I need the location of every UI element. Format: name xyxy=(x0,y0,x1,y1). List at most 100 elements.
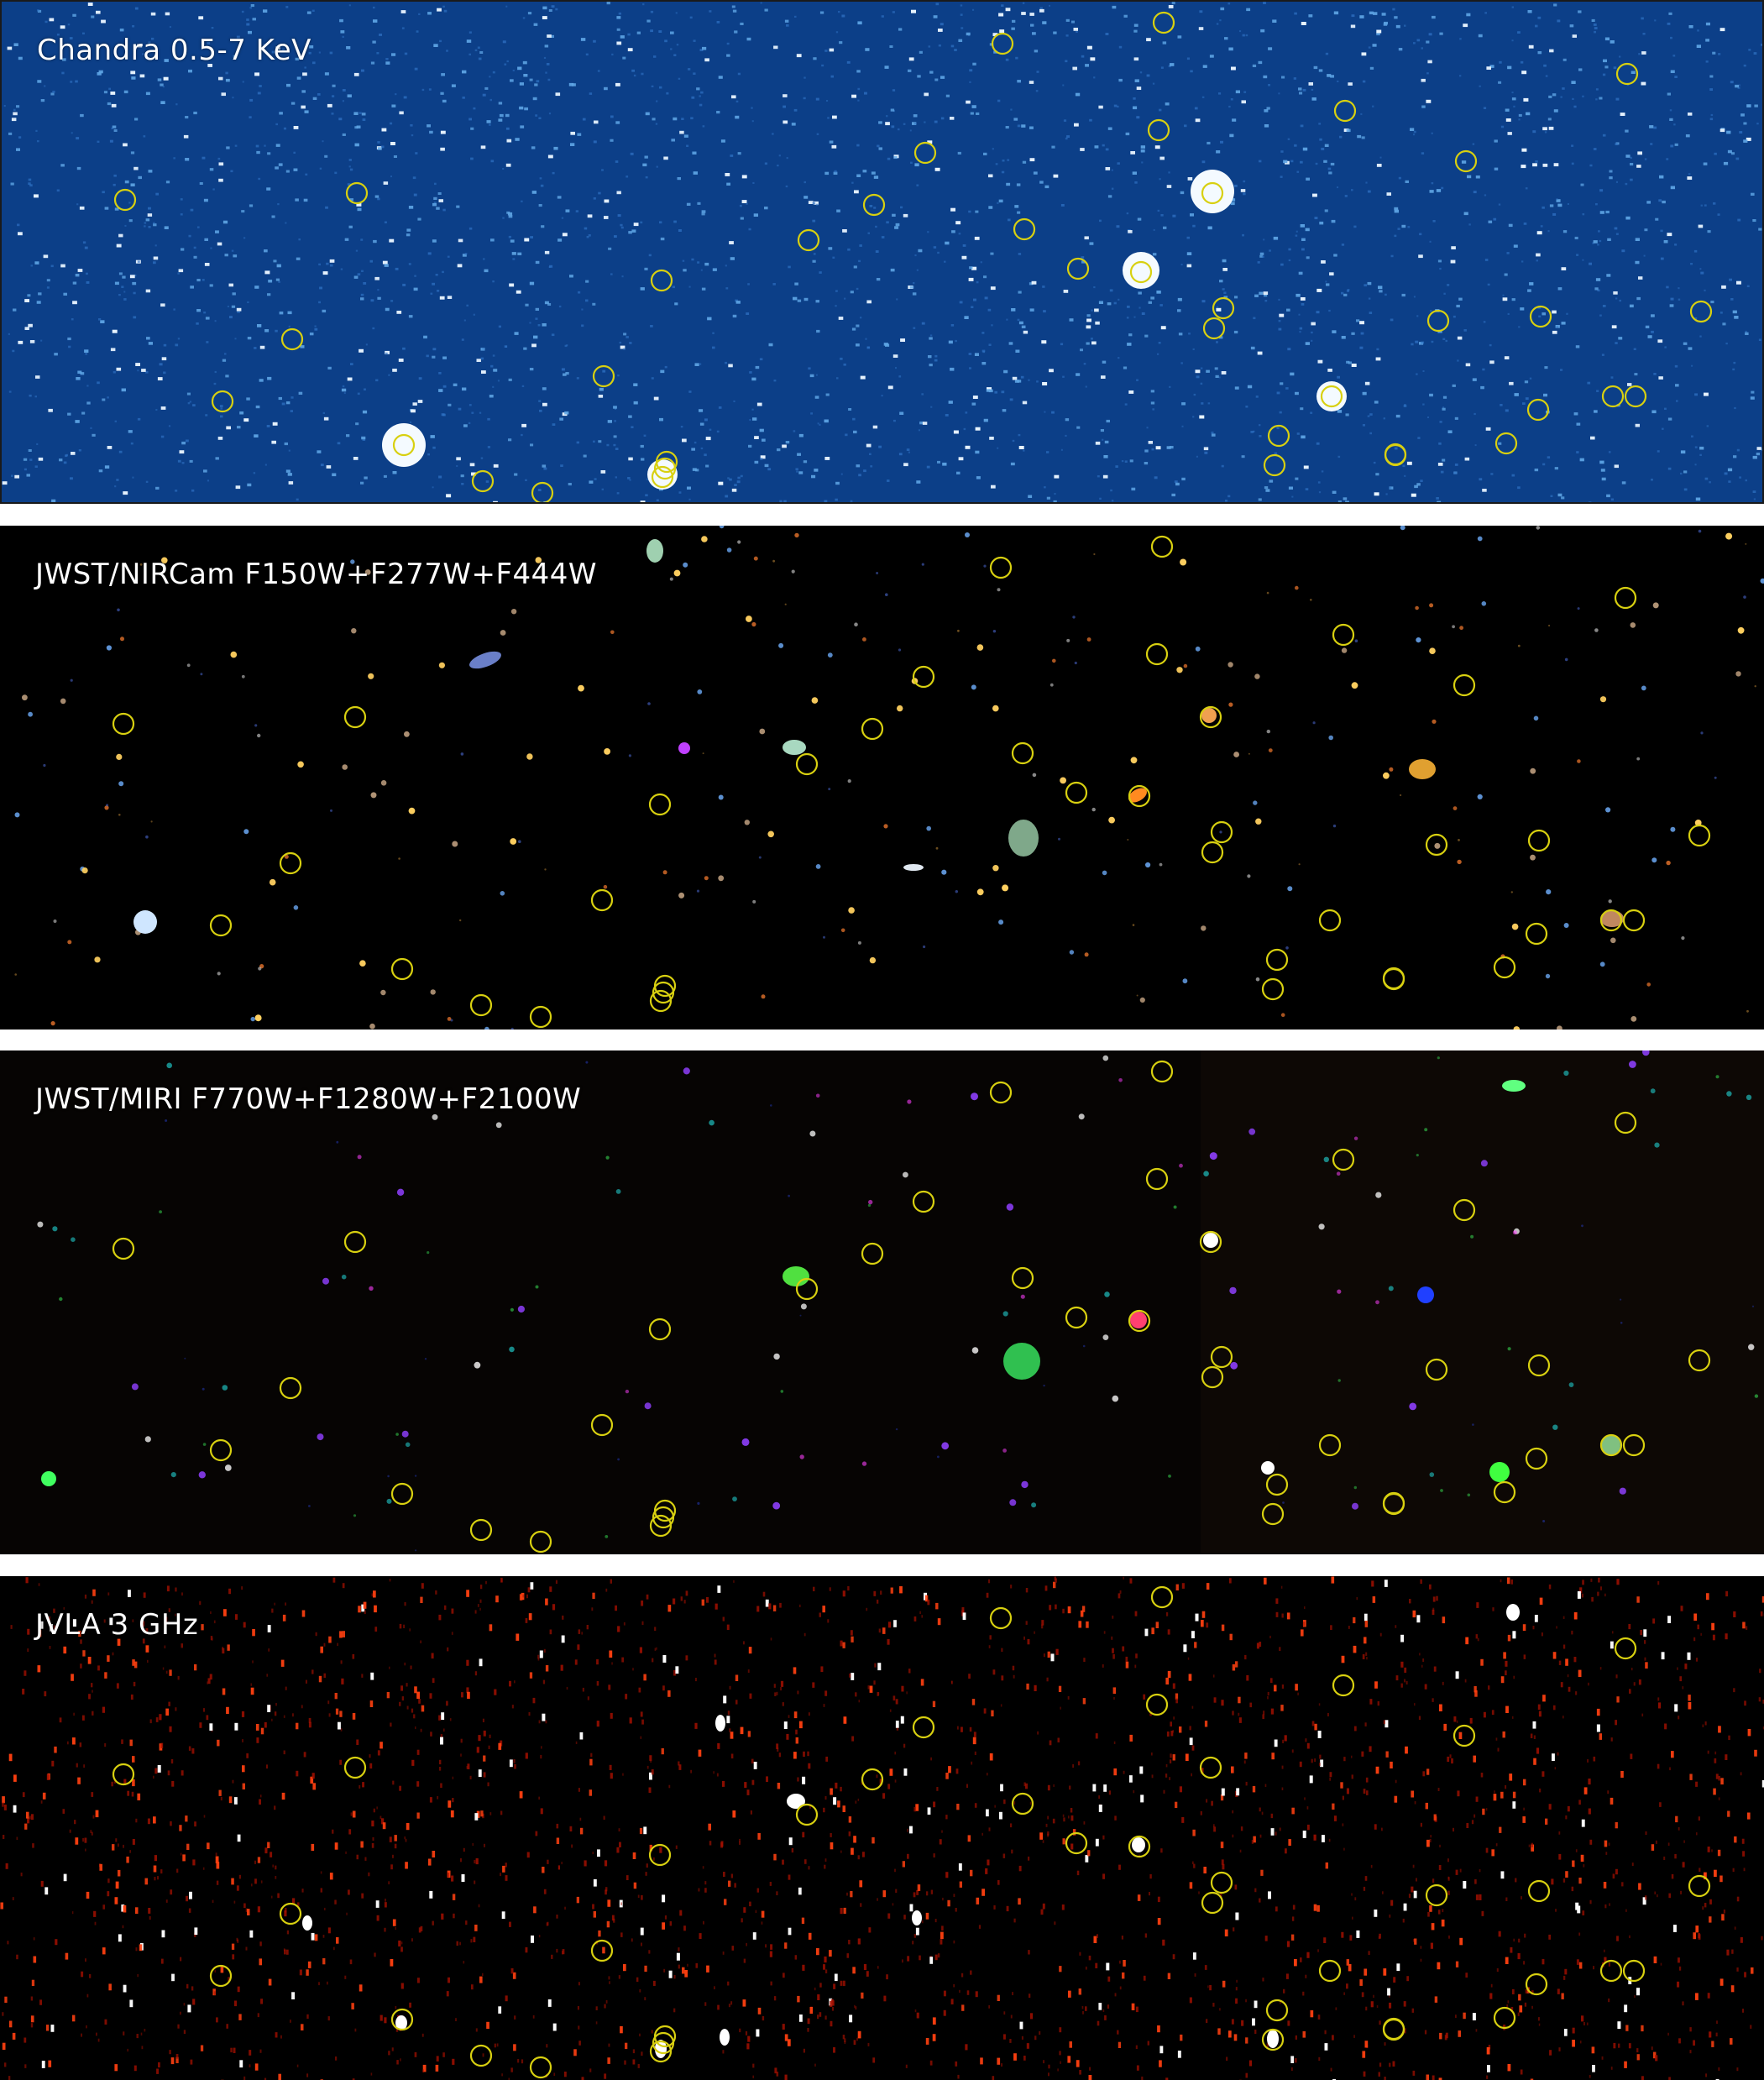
source-marker-circle xyxy=(1199,1756,1222,1779)
source-marker-circle xyxy=(1065,1306,1088,1329)
galaxy xyxy=(1008,820,1039,857)
source-marker-circle xyxy=(1624,385,1647,408)
source-marker-circle xyxy=(652,2031,675,2055)
miri-bright-objects xyxy=(41,1080,1620,1486)
source-marker-circle xyxy=(590,1939,614,1962)
jvla-panel: JVLA 3 GHz xyxy=(0,1576,1764,2080)
source-marker-circle xyxy=(209,914,233,937)
source-marker-circle xyxy=(861,1768,884,1791)
galaxy xyxy=(1203,1233,1218,1248)
chandra-panel: Chandra 0.5-7 KeV xyxy=(0,0,1764,504)
source-marker-circle xyxy=(209,1438,233,1462)
source-marker-circle xyxy=(1382,967,1405,991)
source-marker-circle xyxy=(989,556,1013,579)
source-marker-circle xyxy=(861,717,884,741)
source-marker-circle xyxy=(1011,1266,1034,1290)
galaxy xyxy=(469,651,501,669)
source-marker-circle xyxy=(1065,1831,1088,1855)
source-marker-circle xyxy=(1011,741,1034,765)
source-marker-circle xyxy=(861,1242,884,1265)
source-marker-circle xyxy=(343,1756,367,1779)
source-marker-circle xyxy=(1212,296,1235,320)
xray-noise-field xyxy=(2,2,1762,502)
galaxy xyxy=(41,1471,56,1486)
source-marker-circle xyxy=(1263,453,1286,477)
panel-label: Chandra 0.5-7 KeV xyxy=(37,34,311,67)
radio-source xyxy=(302,1915,312,1931)
nircam-panel: JWST/NIRCam F150W+F277W+F444W xyxy=(0,526,1764,1030)
source-marker-circle xyxy=(862,193,886,217)
source-marker-circle xyxy=(1210,1871,1233,1894)
source-marker-circle xyxy=(1453,1724,1476,1747)
source-marker-circle xyxy=(1201,181,1224,205)
radio-source xyxy=(720,2029,730,2046)
source-marker-circle xyxy=(650,269,673,292)
miri-panel: JWST/MIRI F770W+F1280W+F2100W xyxy=(0,1050,1764,1554)
source-marker-circle xyxy=(649,989,673,1013)
source-marker-circle xyxy=(469,2044,493,2067)
source-marker-circle xyxy=(1601,385,1625,408)
radio-source xyxy=(912,1910,922,1925)
radio-source xyxy=(395,2015,407,2030)
source-marker-circle xyxy=(1425,1884,1448,1907)
chandra-xray-image xyxy=(2,2,1762,502)
source-marker-circle xyxy=(1382,1492,1405,1516)
source-marker-circle xyxy=(392,433,416,457)
source-marker-circle xyxy=(390,957,414,981)
source-markers xyxy=(112,1060,1711,1553)
source-marker-circle xyxy=(912,665,935,689)
source-marker-circle xyxy=(1318,1433,1342,1457)
source-marker-circle xyxy=(1493,2006,1516,2030)
source-marker-circle xyxy=(1614,1637,1637,1660)
source-marker-circle xyxy=(1066,257,1090,280)
source-marker-circle xyxy=(1688,1874,1711,1898)
source-marker-circle xyxy=(991,32,1014,55)
xray-source xyxy=(1191,170,1234,213)
galaxy-field xyxy=(14,526,1764,1030)
source-marker-circle xyxy=(112,1237,135,1260)
source-marker-circle xyxy=(1599,909,1623,932)
source-marker-circle xyxy=(1265,948,1289,972)
source-marker-circle xyxy=(1384,443,1407,467)
source-marker-circle xyxy=(1454,149,1478,173)
source-marker-circle xyxy=(1529,305,1552,328)
source-marker-circle xyxy=(1527,1879,1551,1903)
radio-source xyxy=(715,1715,725,1732)
source-marker-circle xyxy=(529,1005,552,1029)
nircam-bright-objects xyxy=(133,539,1624,934)
radio-source xyxy=(1267,2030,1279,2048)
xray-bright-sources xyxy=(382,170,1347,490)
source-marker-circle xyxy=(1493,956,1516,979)
source-marker-circle xyxy=(1318,1959,1342,1983)
source-markers xyxy=(112,1585,1711,2079)
source-marker-circle xyxy=(279,1376,302,1400)
source-marker-circle xyxy=(590,888,614,912)
galaxy xyxy=(1409,759,1436,779)
source-marker-circle xyxy=(652,981,675,1004)
source-marker-circle xyxy=(529,2056,552,2079)
galaxy xyxy=(1130,1312,1147,1328)
source-marker-circle xyxy=(113,188,137,212)
source-marker-circle xyxy=(1688,1349,1711,1372)
miri-image xyxy=(0,1050,1764,1554)
galaxy xyxy=(783,740,806,755)
source-marker-circle xyxy=(471,469,495,493)
source-markers xyxy=(112,535,1711,1029)
source-marker-circle xyxy=(1202,317,1226,340)
galaxy xyxy=(1261,1461,1275,1475)
galaxy xyxy=(1003,1343,1040,1380)
source-marker-circle xyxy=(649,1514,673,1538)
source-marker-circle xyxy=(648,1843,672,1867)
source-marker-circle xyxy=(1599,1959,1623,1983)
source-marker-circle xyxy=(211,390,234,413)
source-marker-circle xyxy=(912,1190,935,1213)
source-marker-circle xyxy=(797,228,820,252)
source-marker-circle xyxy=(529,1530,552,1553)
source-marker-circle xyxy=(112,712,135,736)
source-marker-circle xyxy=(1526,398,1550,422)
galaxy xyxy=(1600,910,1624,927)
source-marker-circle xyxy=(1150,1585,1174,1609)
source-marker-circle xyxy=(1614,586,1637,610)
source-marker-circle xyxy=(1261,977,1285,1001)
source-marker-circle xyxy=(648,1318,672,1341)
